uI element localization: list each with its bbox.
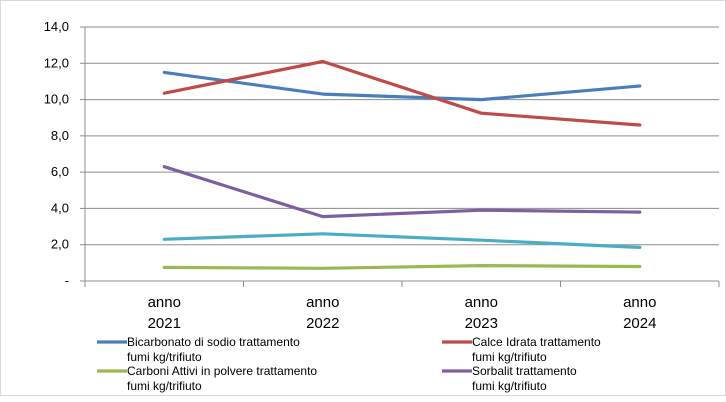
y-tick-label: 6,0 (51, 164, 69, 179)
y-tick-label: 2,0 (51, 237, 69, 252)
series-line (162, 232, 642, 249)
y-tick-label: 8,0 (51, 128, 69, 143)
x-tick-label: 2021 (148, 315, 181, 332)
series-line (162, 264, 642, 270)
legend-label: Sorbalit trattamento (472, 364, 577, 378)
x-tick-label: 2022 (306, 315, 339, 332)
y-tick-label: 4,0 (51, 200, 69, 215)
legend-label: Bicarbonato di sodio trattamento (127, 335, 300, 349)
x-tick-label: 2024 (623, 315, 656, 332)
series-line (162, 70, 642, 102)
series-line (162, 165, 642, 219)
y-tick-label: 10,0 (44, 92, 69, 107)
x-tick-label: anno (148, 294, 181, 311)
legend-label: Carboni Attivi in polvere trattamento (127, 364, 317, 378)
x-tick-label: 2023 (465, 315, 498, 332)
legend-label: Calce Idrata trattamento (472, 335, 601, 349)
x-tick-label: anno (623, 294, 656, 311)
x-tick-label: anno (306, 294, 339, 311)
y-tick-label: 14,0 (44, 19, 69, 34)
legend-label: fumi kg/trifiuto (472, 350, 547, 364)
legend-label: fumi kg/trifiuto (472, 379, 547, 393)
y-tick-label: 12,0 (44, 55, 69, 70)
legend-label: fumi kg/trifiuto (127, 379, 202, 393)
legend-label: fumi kg/trifiuto (127, 350, 202, 364)
series-line (162, 59, 642, 127)
y-tick-label: - (65, 273, 69, 288)
x-tick-label: anno (465, 294, 498, 311)
